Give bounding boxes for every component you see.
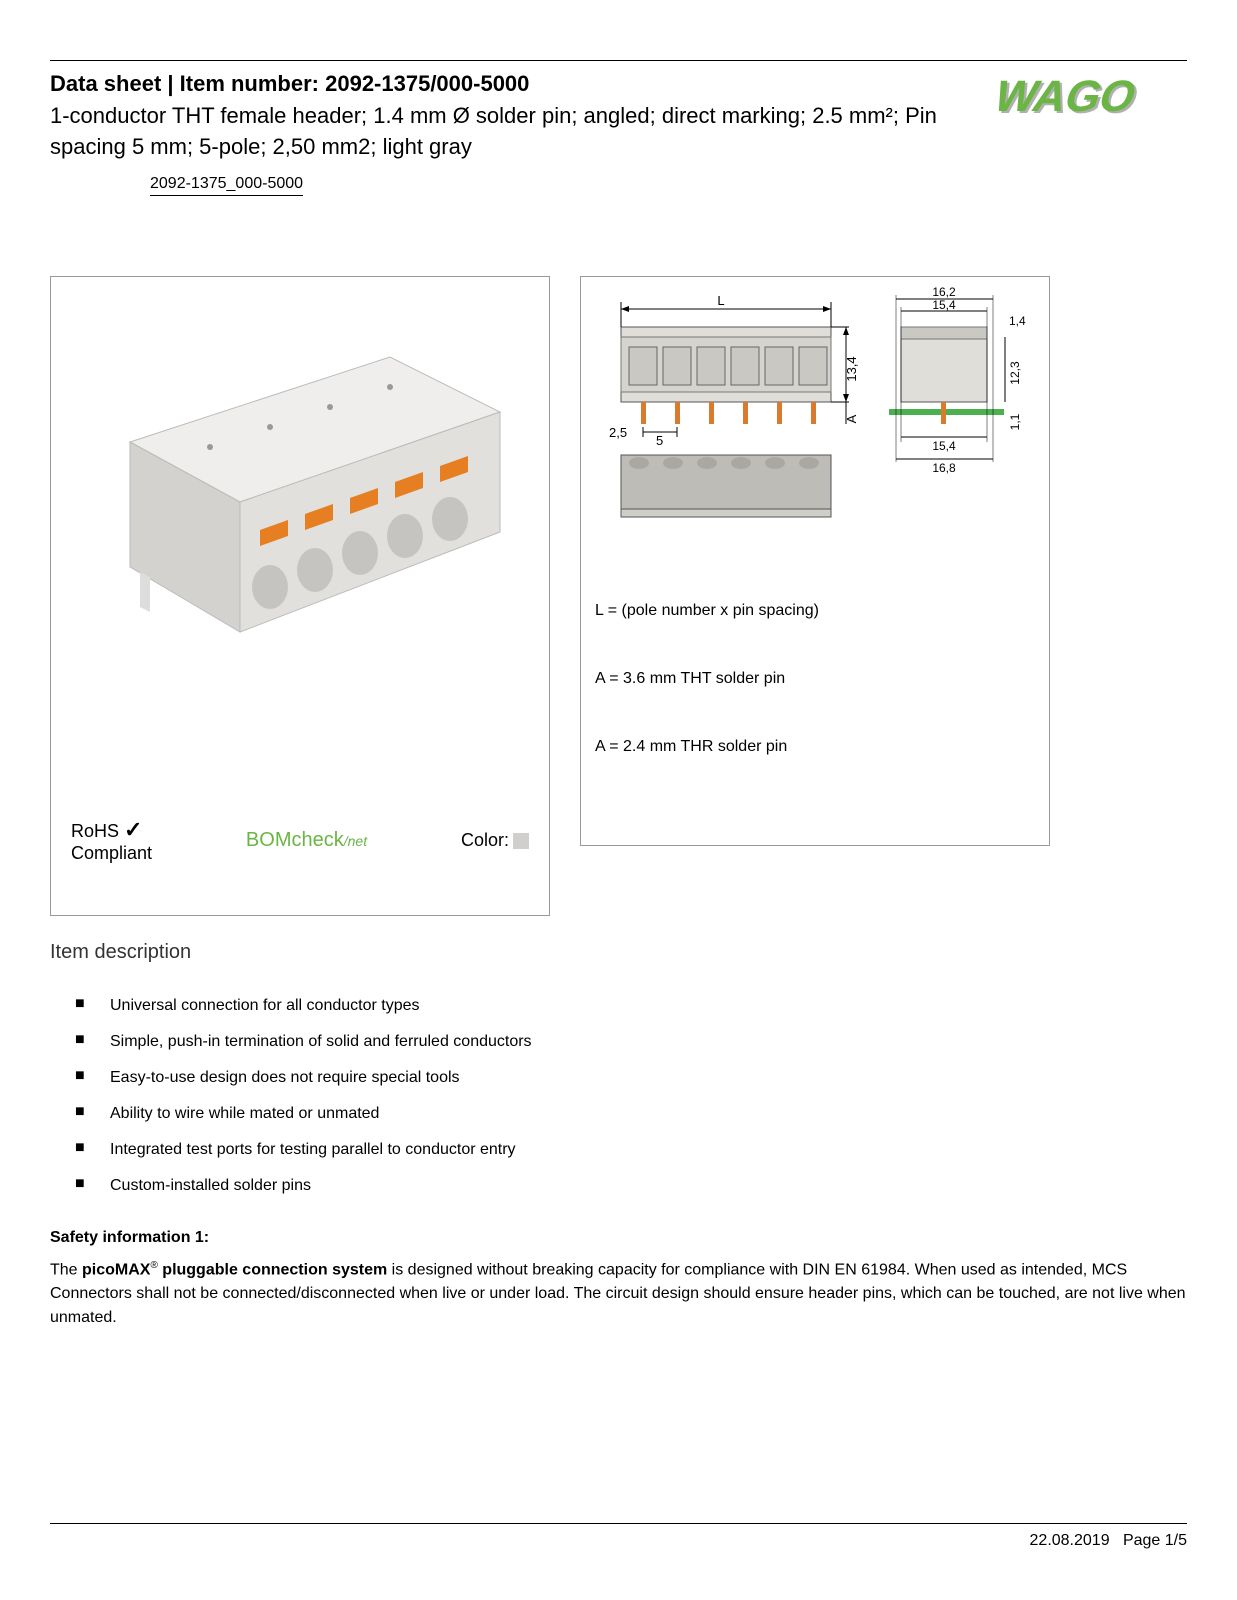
safety-body: The picoMAX® pluggable connection system… [50,1258,1187,1330]
datasheet-subtitle: 1-conductor THT female header; 1.4 mm Ø … [50,101,957,163]
part-number-link[interactable]: 2092-1375_000-5000 [150,175,303,196]
wago-logo: WAGO WAGO [977,71,1187,131]
footer-date: 22.08.2019 [1030,1532,1110,1549]
registered-mark: ® [150,1260,157,1271]
dim-13-4: 13,4 [844,356,859,381]
footer-page: Page 1/5 [1123,1532,1187,1549]
color-label: Color: [461,830,509,850]
rohs-label: RoHS [71,821,119,841]
desc-item: Easy-to-use design does not require spec… [75,1066,1187,1090]
brand-suffix: pluggable connection system [158,1261,387,1278]
technical-drawing: L 13,4 A 2,5 5 [591,287,1041,577]
dim-A: A [844,414,859,423]
svg-text:15,4: 15,4 [932,298,956,312]
product-image-panel: RoHS ✓ Compliant BOMcheck/net Color: [50,276,550,916]
desc-item: Ability to wire while mated or unmated [75,1102,1187,1126]
rohs-compliant-badge: RoHS ✓ Compliant [71,817,152,865]
dimension-notes: L = (pole number x pin spacing) A = 3.6 … [595,602,1039,756]
product-render [66,292,534,692]
bomcheck-text: BOMcheck [246,829,344,851]
color-swatch [513,833,529,849]
header-text-block: Data sheet | Item number: 2092-1375/000-… [50,71,957,196]
main-panels: RoHS ✓ Compliant BOMcheck/net Color: [50,276,1187,916]
svg-text:WAGO: WAGO [988,71,1143,121]
note-L: L = (pole number x pin spacing) [595,602,1039,620]
dim-2-5: 2,5 [609,425,627,440]
technical-drawing-panel: L 13,4 A 2,5 5 [580,276,1050,846]
page-footer: 22.08.2019 Page 1/5 [50,1523,1187,1550]
page-header: Data sheet | Item number: 2092-1375/000-… [50,60,1187,196]
safety-information: Safety information 1: The picoMAX® plugg… [50,1226,1187,1330]
desc-item: Custom-installed solder pins [75,1174,1187,1198]
svg-text:1,1: 1,1 [1008,413,1022,430]
brand-name: picoMAX [82,1261,150,1278]
safety-heading: Safety information 1: [50,1226,1187,1250]
safety-prefix: The [50,1261,82,1278]
desc-item: Integrated test ports for testing parall… [75,1138,1187,1162]
color-indicator: Color: [461,830,529,851]
desc-item: Simple, push-in termination of solid and… [75,1030,1187,1054]
dim-5: 5 [656,433,663,448]
check-icon: ✓ [124,817,142,842]
description-list: Universal connection for all conductor t… [75,994,1187,1198]
bomcheck-logo: BOMcheck/net [246,829,367,852]
datasheet-title: Data sheet | Item number: 2092-1375/000-… [50,71,957,97]
desc-item: Universal connection for all conductor t… [75,994,1187,1018]
bomcheck-net: /net [344,833,367,849]
item-description-heading: Item description [50,941,1187,964]
dim-L: L [717,293,724,308]
note-A1: A = 3.6 mm THT solder pin [595,670,1039,688]
compliance-row: RoHS ✓ Compliant BOMcheck/net Color: [71,817,529,865]
svg-text:1,4: 1,4 [1009,314,1026,328]
compliant-label: Compliant [71,843,152,865]
note-A2: A = 2.4 mm THR solder pin [595,738,1039,756]
svg-text:12,3: 12,3 [1008,361,1022,385]
svg-text:16,8: 16,8 [932,461,956,475]
svg-text:15,4: 15,4 [932,439,956,453]
